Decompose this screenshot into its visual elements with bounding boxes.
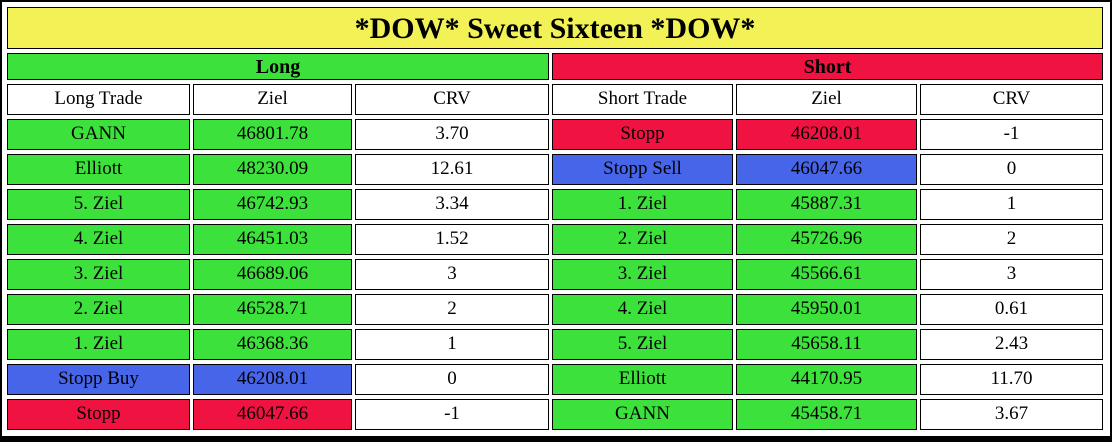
column-header-long-ziel: Ziel (193, 84, 352, 115)
page-title: *DOW* Sweet Sixteen *DOW* (7, 7, 1104, 49)
long-trade-cell: GANN (7, 119, 190, 150)
long-crv-cell: 2 (355, 294, 549, 325)
long-crv-cell: 3.70 (355, 119, 549, 150)
long-trade-cell: Elliott (7, 154, 190, 185)
table-row: 4. Ziel 46451.03 1.52 2. Ziel 45726.96 2 (7, 224, 1104, 255)
short-ziel-cell: 44170.95 (736, 364, 917, 395)
short-trade-cell: 1. Ziel (552, 189, 733, 220)
table-row: 3. Ziel 46689.06 3 3. Ziel 45566.61 3 (7, 259, 1104, 290)
long-ziel-cell: 46208.01 (193, 364, 352, 395)
short-trade-cell: Elliott (552, 364, 733, 395)
short-crv-cell: 11.70 (920, 364, 1104, 395)
short-section-header: Short (552, 53, 1104, 80)
long-ziel-cell: 46047.66 (193, 399, 352, 430)
short-trade-cell: 5. Ziel (552, 329, 733, 360)
long-ziel-cell: 46451.03 (193, 224, 352, 255)
short-crv-cell: 0 (920, 154, 1104, 185)
long-trade-cell: 3. Ziel (7, 259, 190, 290)
short-trade-cell: 4. Ziel (552, 294, 733, 325)
short-trade-cell: Stopp Sell (552, 154, 733, 185)
long-crv-cell: 0 (355, 364, 549, 395)
short-ziel-cell: 45566.61 (736, 259, 917, 290)
short-crv-cell: 2 (920, 224, 1104, 255)
column-header-short-trade: Short Trade (552, 84, 733, 115)
short-trade-cell: 3. Ziel (552, 259, 733, 290)
short-ziel-cell: 45658.11 (736, 329, 917, 360)
long-crv-cell: 3 (355, 259, 549, 290)
long-section-header: Long (7, 53, 549, 80)
short-ziel-cell: 45726.96 (736, 224, 917, 255)
long-crv-cell: -1 (355, 399, 549, 430)
long-crv-cell: 12.61 (355, 154, 549, 185)
column-header-long-crv: CRV (355, 84, 549, 115)
long-crv-cell: 3.34 (355, 189, 549, 220)
table-row: GANN 46801.78 3.70 Stopp 46208.01 -1 (7, 119, 1104, 150)
short-trade-cell: GANN (552, 399, 733, 430)
column-header-long-trade: Long Trade (7, 84, 190, 115)
short-crv-cell: 3 (920, 259, 1104, 290)
long-trade-cell: Stopp (7, 399, 190, 430)
table-row: Stopp Buy 46208.01 0 Elliott 44170.95 11… (7, 364, 1104, 395)
short-crv-cell: -1 (920, 119, 1104, 150)
column-header-row: Long Trade Ziel CRV Short Trade Ziel CRV (7, 84, 1104, 115)
short-ziel-cell: 46208.01 (736, 119, 917, 150)
short-ziel-cell: 46047.66 (736, 154, 917, 185)
short-crv-cell: 2.43 (920, 329, 1104, 360)
long-ziel-cell: 46528.71 (193, 294, 352, 325)
table-row: 2. Ziel 46528.71 2 4. Ziel 45950.01 0.61 (7, 294, 1104, 325)
long-trade-cell: 2. Ziel (7, 294, 190, 325)
long-crv-cell: 1 (355, 329, 549, 360)
column-header-short-ziel: Ziel (736, 84, 917, 115)
table-row: Elliott 48230.09 12.61 Stopp Sell 46047.… (7, 154, 1104, 185)
title-row: *DOW* Sweet Sixteen *DOW* (7, 7, 1104, 49)
long-ziel-cell: 46801.78 (193, 119, 352, 150)
short-trade-cell: Stopp (552, 119, 733, 150)
long-ziel-cell: 48230.09 (193, 154, 352, 185)
long-trade-cell: Stopp Buy (7, 364, 190, 395)
section-header-row: Long Short (7, 53, 1104, 80)
long-ziel-cell: 46742.93 (193, 189, 352, 220)
long-trade-cell: 4. Ziel (7, 224, 190, 255)
long-ziel-cell: 46368.36 (193, 329, 352, 360)
long-trade-cell: 1. Ziel (7, 329, 190, 360)
table-row: 1. Ziel 46368.36 1 5. Ziel 45658.11 2.43 (7, 329, 1104, 360)
long-crv-cell: 1.52 (355, 224, 549, 255)
short-ziel-cell: 45950.01 (736, 294, 917, 325)
table-row: 5. Ziel 46742.93 3.34 1. Ziel 45887.31 1 (7, 189, 1104, 220)
short-trade-cell: 2. Ziel (552, 224, 733, 255)
short-crv-cell: 1 (920, 189, 1104, 220)
long-ziel-cell: 46689.06 (193, 259, 352, 290)
table-row: Stopp 46047.66 -1 GANN 45458.71 3.67 (7, 399, 1104, 430)
short-crv-cell: 3.67 (920, 399, 1104, 430)
sweet-sixteen-table: *DOW* Sweet Sixteen *DOW* Long Short Lon… (4, 3, 1106, 434)
short-crv-cell: 0.61 (920, 294, 1104, 325)
column-header-short-crv: CRV (920, 84, 1104, 115)
long-trade-cell: 5. Ziel (7, 189, 190, 220)
short-ziel-cell: 45458.71 (736, 399, 917, 430)
short-ziel-cell: 45887.31 (736, 189, 917, 220)
